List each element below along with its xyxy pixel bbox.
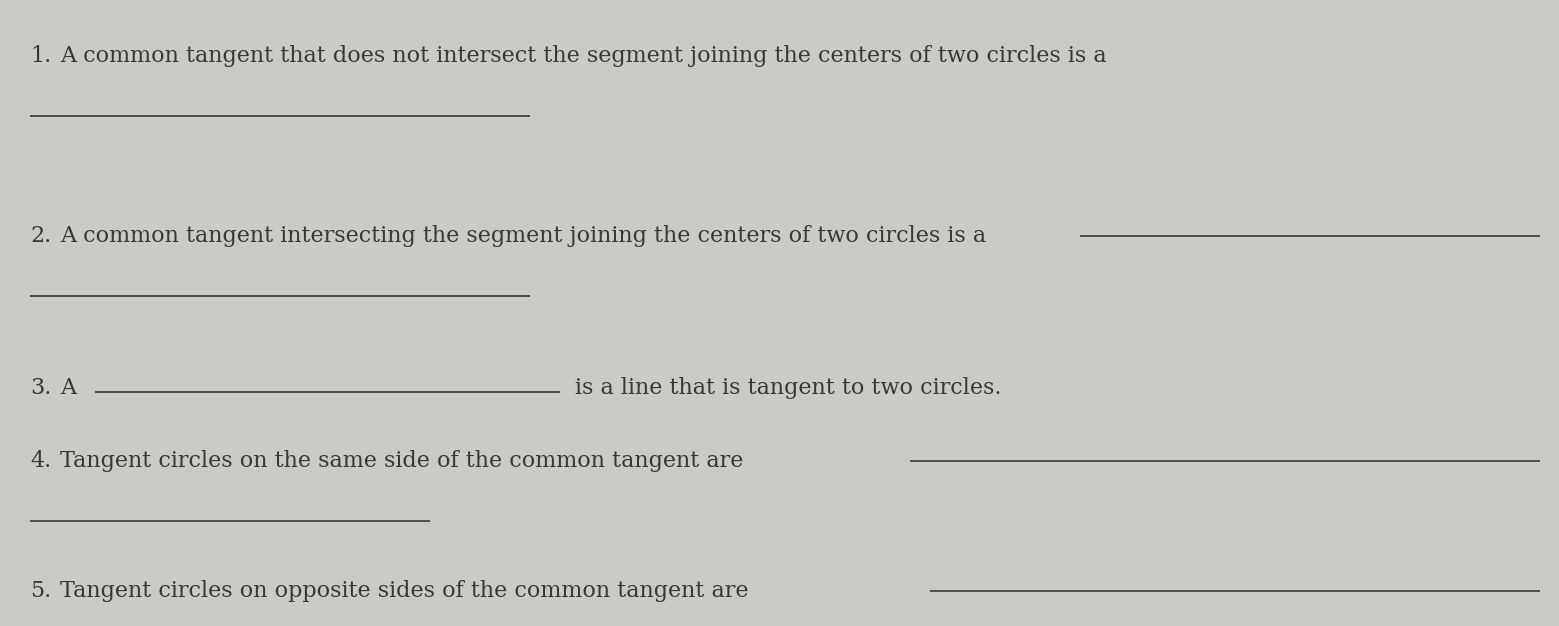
- Text: Tangent circles on the same side of the common tangent are: Tangent circles on the same side of the …: [59, 450, 744, 472]
- Text: Tangent circles on opposite sides of the common tangent are: Tangent circles on opposite sides of the…: [59, 580, 748, 602]
- Text: 1.: 1.: [30, 45, 51, 67]
- Text: is a line that is tangent to two circles.: is a line that is tangent to two circles…: [575, 377, 1001, 399]
- Text: A common tangent intersecting the segment joining the centers of two circles is : A common tangent intersecting the segmen…: [59, 225, 987, 247]
- Text: A: A: [59, 377, 76, 399]
- Text: 5.: 5.: [30, 580, 51, 602]
- Text: 2.: 2.: [30, 225, 51, 247]
- Text: 3.: 3.: [30, 377, 51, 399]
- Text: 4.: 4.: [30, 450, 51, 472]
- Text: A common tangent that does not intersect the segment joining the centers of two : A common tangent that does not intersect…: [59, 45, 1107, 67]
